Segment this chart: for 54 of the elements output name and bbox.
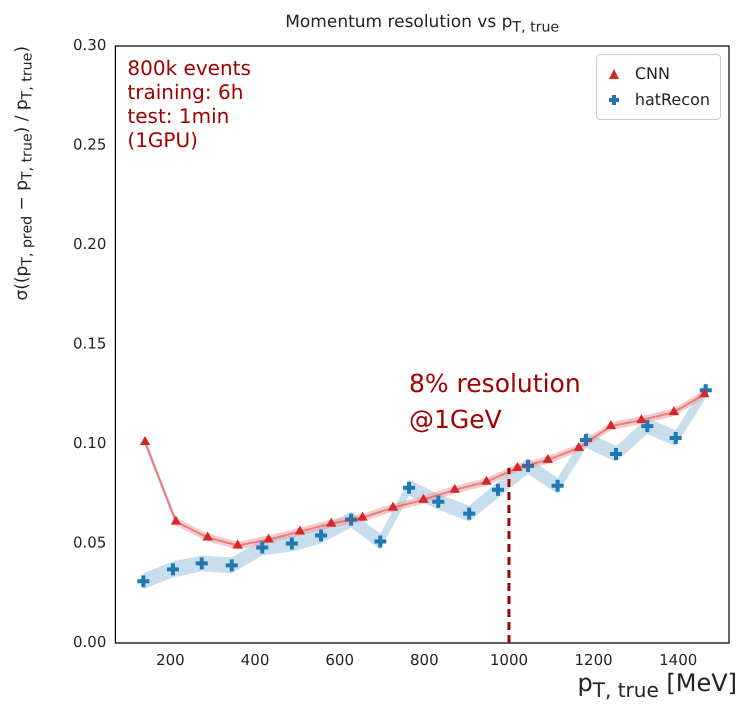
y-tick-label: 0.15 [72,334,106,352]
point [401,480,418,496]
point [202,532,212,541]
point [490,482,506,498]
point [358,512,368,521]
x-tick-label: 600 [325,650,354,669]
legend-label: hatRecon [634,89,710,111]
point [284,536,300,552]
annotation: 8% resolution @1GeV [408,368,581,434]
y-tick-label: 0.20 [72,234,106,253]
point [295,526,305,535]
point [700,388,710,398]
point [461,506,478,522]
point [418,494,428,503]
y-tick-label: 0.30 [72,36,106,54]
x-tick-label: 200 [156,650,185,669]
point [164,561,181,578]
point [482,476,492,485]
point [574,442,584,451]
y-tick-label: 0.00 [72,632,106,651]
point [450,484,460,493]
x-tick-label: 1200 [574,650,613,669]
point [606,420,616,430]
point [430,494,446,510]
point [388,502,398,511]
annotation: (1GPU) [127,128,198,152]
point [550,478,566,494]
x-axis-title: p$_{T, true}$ [MeV] [578,669,737,702]
point [140,436,150,446]
annotation: training: 6h [127,80,244,104]
point [171,516,181,525]
point [512,462,522,471]
point [194,555,210,572]
annotation: test: 1min [127,104,230,128]
point [264,534,274,543]
point [232,540,243,548]
point [135,573,152,590]
point [543,454,553,463]
point [343,512,360,528]
x-tick-label: 800 [410,650,439,669]
y-tick-label: 0.25 [72,135,106,154]
y-tick-label: 0.10 [72,434,106,452]
x-tick-label: 1000 [490,650,528,669]
point [669,406,679,416]
point [639,418,656,434]
point [326,518,336,527]
legend-label: CNN [634,63,670,85]
chart-title: Momentum resolution vs p$_{T, true}$ [284,12,560,36]
point [224,557,240,574]
point [636,414,646,424]
x-tick-label: 400 [240,650,270,669]
y-tick-label: 0.05 [72,533,106,552]
annotation: 800k events [127,56,251,80]
x-tick-label: 1400 [659,650,698,669]
